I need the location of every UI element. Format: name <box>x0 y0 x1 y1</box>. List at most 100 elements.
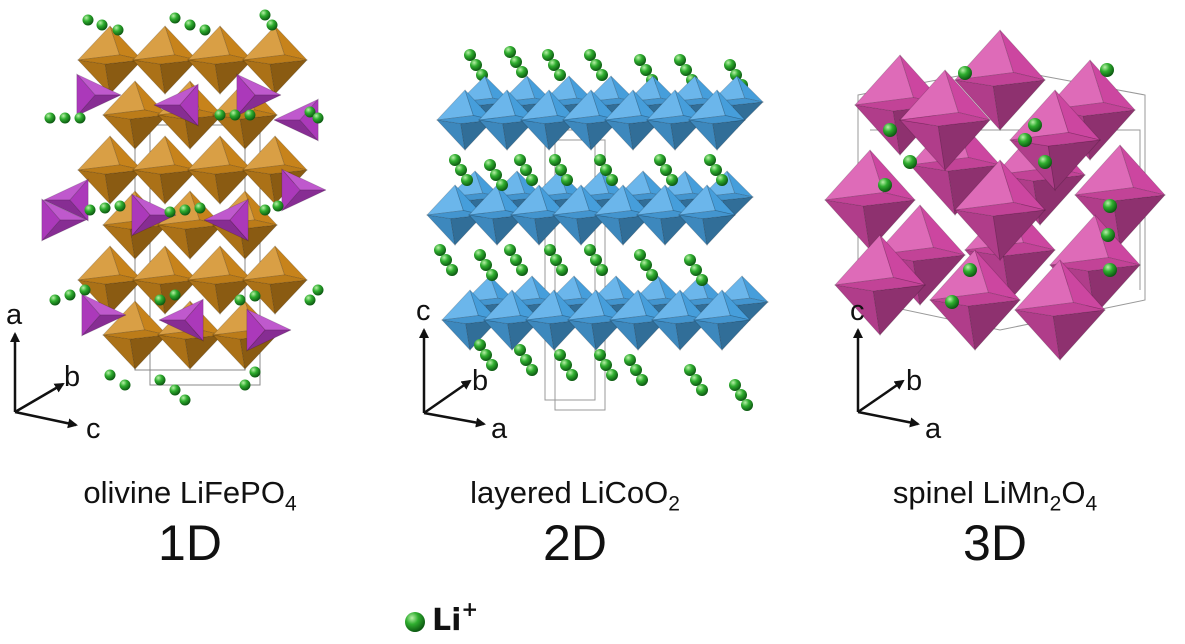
li-ion-sphere <box>630 364 642 376</box>
li-ion-sphere <box>154 294 166 306</box>
li-ion-sphere <box>112 24 124 36</box>
axis-label-diag: b <box>906 365 923 397</box>
li-ion-sphere <box>455 164 467 176</box>
li-ion-sphere <box>590 254 602 266</box>
feo6-octahedron <box>159 169 199 205</box>
li-ion-sphere <box>903 155 917 169</box>
li-ion-sphere <box>554 69 566 81</box>
po4-tetrahedron <box>236 73 256 117</box>
li-ion-sphere <box>199 24 211 36</box>
caption-layered: layered LiCoO2 2D <box>425 475 725 571</box>
coo6-octahedron <box>717 319 752 351</box>
coo6-octahedron <box>736 75 765 103</box>
feo6-octahedron <box>159 59 199 95</box>
feo6-octahedron <box>239 224 279 260</box>
li-ion-sphere <box>249 290 261 302</box>
li-ion-sphere <box>556 264 568 276</box>
feo6-octahedron <box>214 169 254 205</box>
li-ion-sphere <box>1018 133 1032 147</box>
feo6-octahedron <box>241 169 276 206</box>
li-ion-sphere <box>554 349 566 361</box>
compound-name: spinel LiMn2O4 <box>892 475 1098 516</box>
li-ion-sphere <box>440 254 452 266</box>
li-ion-sphere <box>526 364 538 376</box>
feo6-octahedron <box>242 164 308 175</box>
feo6-octahedron <box>104 169 144 205</box>
li-ion-sphere <box>239 379 251 391</box>
caption-olivine: olivine LiFePO4 1D <box>40 475 340 571</box>
li-ion-sphere <box>464 49 476 61</box>
li-sphere-icon <box>405 611 425 632</box>
feo6-octahedron <box>129 334 169 370</box>
li-ion-sphere <box>634 54 646 66</box>
coo6-octahedron <box>712 119 747 151</box>
li-ion-sphere <box>214 109 226 121</box>
li-ion-sphere <box>169 289 181 301</box>
li-ion-sphere <box>696 384 708 396</box>
li-ion-sphere <box>514 154 526 166</box>
po4-tetrahedron <box>281 168 301 212</box>
li-ion-sphere <box>634 249 646 261</box>
li-ion-sphere <box>566 369 578 381</box>
li-ion-sphere <box>945 295 959 309</box>
po4-tetrahedron <box>246 308 266 352</box>
feo6-octahedron <box>184 224 224 260</box>
coo6-octahedron <box>660 214 695 246</box>
li-ion-sphere <box>958 66 972 80</box>
li-ion-sphere <box>470 59 482 71</box>
li-ion-sphere <box>234 294 246 306</box>
li-ion-sphere <box>516 264 528 276</box>
mno6-octahedron <box>954 202 1046 217</box>
coo6-octahedron <box>702 214 737 246</box>
li-ion-sphere <box>449 154 461 166</box>
li-ion-sphere <box>674 54 686 66</box>
feo6-octahedron <box>241 25 286 61</box>
li-ion-sphere <box>526 174 538 186</box>
olivine-li-ions <box>44 9 324 406</box>
coo6-octahedron <box>693 315 751 325</box>
li-ion-sphere <box>594 154 606 166</box>
po4-tetrahedron <box>179 83 199 127</box>
li-ion-sphere <box>606 369 618 381</box>
spinel-li-ions <box>878 63 1117 309</box>
axis-label-diag: b <box>64 361 81 393</box>
legend-label: Li+ <box>432 597 479 638</box>
axis-arrow-right <box>857 410 920 428</box>
li-ion-sphere <box>544 244 556 256</box>
li-ion-sphere <box>555 164 567 176</box>
coo6-octahedron <box>628 119 663 151</box>
mno6-octahedron <box>967 299 1022 351</box>
li-ion-sphere <box>600 164 612 176</box>
li-ion-sphere <box>96 19 108 31</box>
li-ion-sphere <box>636 374 648 386</box>
li-ion-sphere <box>304 294 316 306</box>
li-ion-sphere <box>724 59 736 71</box>
li-ion-sphere <box>486 269 498 281</box>
li-ion-sphere <box>312 284 324 296</box>
li-ion-sphere <box>684 254 696 266</box>
li-ion-sphere <box>584 244 596 256</box>
mno6-octahedron <box>954 72 1046 87</box>
li-ion-sphere <box>259 9 271 21</box>
li-ion-sphere <box>561 174 573 186</box>
axis-arrow-diag <box>14 382 65 414</box>
li-ion-sphere <box>272 200 284 212</box>
caption-spinel: spinel LiMn2O4 3D <box>845 475 1145 571</box>
li-ion-sphere <box>474 249 486 261</box>
axis-arrow-diag <box>423 379 472 415</box>
li-ion-sphere <box>660 164 672 176</box>
li-ion-sphere <box>690 374 702 386</box>
li-ion-sphere <box>520 164 532 176</box>
axis-label-up: c <box>850 295 865 327</box>
olivine-structure-diagram <box>41 9 327 406</box>
li-ion-sphere <box>510 254 522 266</box>
po4-tetrahedron <box>41 198 61 242</box>
li-ion-sphere <box>44 112 56 124</box>
li-ion-sphere <box>1101 228 1115 242</box>
coo6-octahedron <box>534 214 569 246</box>
li-ion-sphere <box>878 178 892 192</box>
olivine-tetrahedra <box>41 73 327 352</box>
mno6-octahedron <box>872 284 927 336</box>
li-ion-sphere <box>560 359 572 371</box>
li-ion-sphere <box>690 264 702 276</box>
